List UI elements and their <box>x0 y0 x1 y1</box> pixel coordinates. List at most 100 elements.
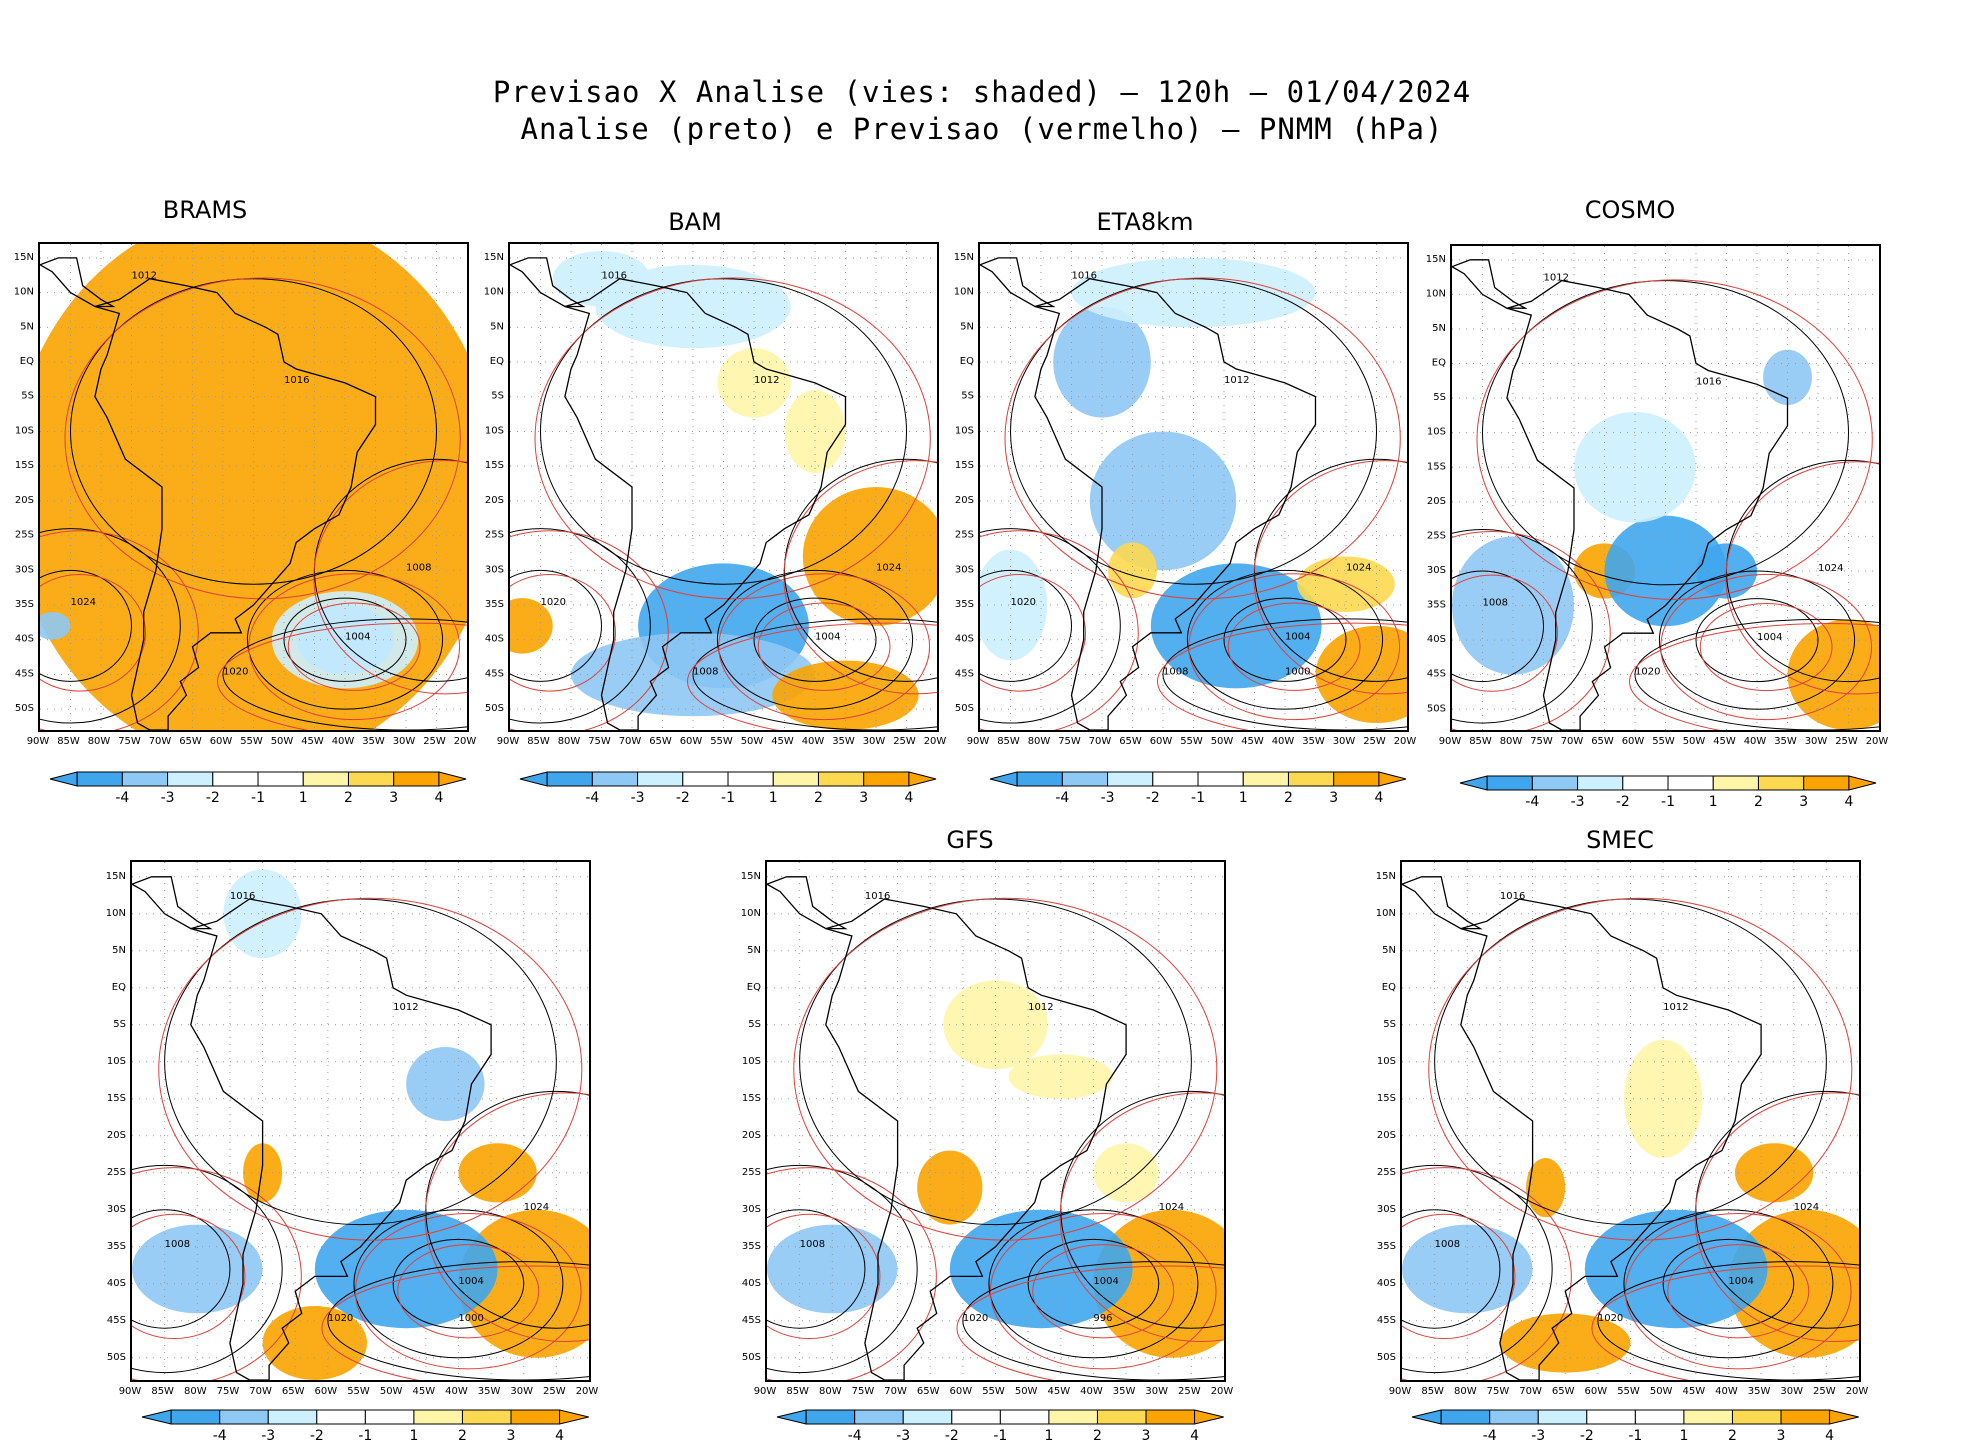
anomaly-shade <box>1574 411 1696 523</box>
colorbar-segment <box>1107 771 1154 787</box>
colorbar-segment <box>727 771 774 787</box>
colorbar-label: -1 <box>1628 1428 1642 1444</box>
lat-tick-label: 20S <box>485 495 504 506</box>
colorbar-arrow <box>559 1409 589 1425</box>
colorbar-segment <box>121 771 169 787</box>
forecast-contour <box>1402 1213 1516 1340</box>
contour-label: 1008 <box>406 562 431 573</box>
lon-tick-label: 90W <box>967 736 990 747</box>
colorbar-label: 3 <box>1142 1428 1151 1444</box>
map-plot-area: 1016 1012 1008 1020 1024 1004 1000 <box>978 242 1409 732</box>
colorbar-segment <box>510 1409 561 1425</box>
coastline <box>980 257 1056 308</box>
anomaly-shade <box>717 348 791 418</box>
colorbar-segment <box>167 771 214 787</box>
colorbar-segment <box>1622 775 1669 791</box>
forecast-contour <box>217 622 467 730</box>
axis-labels: 15N 10N 5N EQ 5S 10S 15S 20S 25S 30S 35S 40S 45S 50S 9… <box>1376 871 1869 1397</box>
lon-tick-label: 40W <box>445 1386 468 1397</box>
contour-label: 1012 <box>132 271 157 282</box>
colorbar-segment <box>546 771 593 787</box>
contour-label: 1016 <box>865 891 890 902</box>
colorbar-arrow <box>519 771 548 787</box>
colorbar-label: -2 <box>1616 794 1630 810</box>
contour-label: 996 <box>1093 1313 1112 1324</box>
map-svg: 1016 1012 1020 1008 1024 1004 <box>1402 862 1859 1380</box>
lat-tick-label: EQ <box>20 356 34 367</box>
forecast-contour <box>1452 574 1559 692</box>
lon-tick-label: 90W <box>1439 736 1462 747</box>
lon-tick-label: 40W <box>1272 736 1295 747</box>
forecast-contour <box>1188 573 1401 721</box>
lat-tick-label: 40S <box>742 1278 761 1289</box>
colorbar-label: 3 <box>1777 1428 1786 1444</box>
lon-tick-label: 30W <box>393 736 416 747</box>
colorbar-segment <box>1531 775 1579 791</box>
analysis-contour <box>1623 1209 1834 1359</box>
colorbar-label: -1 <box>721 790 735 806</box>
colorbar-segment <box>772 771 819 787</box>
lat-tick-label: 10S <box>955 425 974 436</box>
lat-tick-label: 10N <box>954 287 974 298</box>
forecast-contour <box>767 1167 937 1380</box>
lon-tick-label: 25W <box>893 736 916 747</box>
anomaly-shade <box>1763 349 1812 406</box>
lat-tick-label: 35S <box>1427 600 1446 611</box>
lat-tick-label: 5S <box>748 1019 761 1030</box>
lon-tick-label: 20W <box>576 1386 599 1397</box>
lat-tick-label: 35S <box>1377 1241 1396 1252</box>
analysis-contour <box>132 1209 231 1329</box>
colorbar-segment <box>805 1409 856 1425</box>
colorbar-label: 4 <box>1825 1428 1834 1444</box>
forecast-contour <box>1402 1167 1572 1380</box>
lat-tick-label: 30S <box>1377 1204 1396 1215</box>
contour-label: 1024 <box>1794 1202 1819 1213</box>
lon-tick-label: 30W <box>1780 1386 1803 1397</box>
forecast-contour <box>1253 460 1407 695</box>
analysis-contour <box>40 569 132 682</box>
analysis-contour <box>988 1209 1199 1359</box>
colorbar-arrow <box>438 771 467 787</box>
forecast-contour <box>1591 1265 1859 1380</box>
lat-tick-label: 50S <box>107 1352 126 1363</box>
forecast-contour <box>757 602 891 691</box>
lat-tick-label: EQ <box>1382 982 1396 993</box>
lat-tick-label: 20S <box>15 495 34 506</box>
contour-label: 1004 <box>1093 1276 1118 1287</box>
lat-tick-label: EQ <box>1432 358 1446 369</box>
colorbar-label: 3 <box>389 790 398 806</box>
colorbar-segment <box>1061 771 1109 787</box>
anomaly-shade <box>772 660 919 730</box>
analysis-contour <box>1027 1238 1160 1329</box>
lon-tick-label: 90W <box>27 736 50 747</box>
colorbar-segment <box>1145 1409 1196 1425</box>
colorbar-label: -1 <box>251 790 265 806</box>
contour-label: 1016 <box>1696 376 1721 387</box>
colorbar-segment <box>1667 775 1714 791</box>
colorbar-segment <box>257 771 304 787</box>
colorbar-segment <box>902 1409 953 1425</box>
contour-label: 1012 <box>393 1002 418 1013</box>
lat-tick-label: 20S <box>107 1130 126 1141</box>
anomaly-shade <box>458 1143 537 1203</box>
forecast-contour <box>1624 1213 1852 1370</box>
forecast-contour <box>783 460 937 695</box>
lat-tick-label: 45S <box>1427 669 1446 680</box>
lon-tick-label: 35W <box>1774 736 1797 747</box>
colorbar: -4 -3 -2 -1 1 2 3 4 <box>1411 1409 1859 1444</box>
lat-tick-label: 15S <box>15 460 34 471</box>
contour-label: 1020 <box>1011 597 1036 608</box>
colorbar-segment <box>364 1409 415 1425</box>
coastline <box>825 898 1127 1380</box>
contour-label: 1008 <box>693 666 718 677</box>
contour-label: 1016 <box>602 271 627 282</box>
analysis-contour <box>1223 597 1347 682</box>
lat-tick-label: 25S <box>485 530 504 541</box>
lat-tick-label: 25S <box>742 1167 761 1178</box>
analysis-contour <box>1402 1209 1501 1329</box>
lon-tick-label: 45W <box>412 1386 435 1397</box>
lat-tick-label: 40S <box>955 634 974 645</box>
coastline <box>564 278 847 730</box>
colorbar-label: 4 <box>555 1428 564 1444</box>
colorbar-label: -2 <box>1146 790 1160 806</box>
